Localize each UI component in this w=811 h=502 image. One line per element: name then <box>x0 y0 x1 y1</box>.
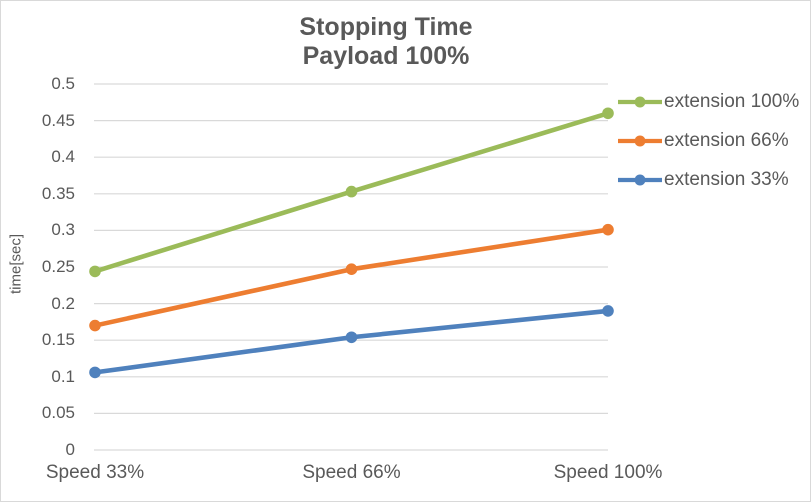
chart-title-line1: Stopping Time <box>299 13 473 41</box>
y-axis-tick-label: 0.3 <box>51 220 75 240</box>
x-axis-tick-label: Speed 66% <box>302 462 401 483</box>
y-axis-tick-label: 0.45 <box>41 110 75 130</box>
data-point-marker <box>602 305 614 317</box>
data-point-marker <box>345 331 358 344</box>
legend-entry: extension 100% <box>617 89 799 114</box>
data-point-marker <box>89 366 101 379</box>
series-line <box>92 227 611 328</box>
y-axis-tick-label: 0.15 <box>41 330 75 350</box>
chart-title-line2: Payload 100% <box>302 42 470 70</box>
data-point-marker <box>602 223 614 236</box>
y-axis-tick-label: 0.4 <box>51 147 75 167</box>
y-axis-tick-label: 0.25 <box>41 257 75 276</box>
chart-title: Stopping Time Payload 100% <box>56 13 716 71</box>
data-point-marker <box>345 185 358 198</box>
data-point-marker <box>89 265 101 278</box>
y-axis-tick-label: 0.5 <box>51 74 75 93</box>
y-axis-tick-label: 0.05 <box>41 403 75 423</box>
legend-line-marker-icon <box>618 96 662 107</box>
y-axis-tick-label: 0.2 <box>51 293 75 313</box>
legend-entry: extension 66% <box>617 128 799 153</box>
x-axis-tick-label: Speed 100% <box>553 462 663 483</box>
x-axis-tick-label: Speed 33% <box>45 462 145 483</box>
legend-label: extension 33% <box>664 168 789 190</box>
data-point-marker <box>345 263 358 275</box>
legend-label: extension 66% <box>664 129 789 151</box>
legend-line-marker-icon <box>618 174 662 185</box>
legend: extension 100% extension 66% extension 33% <box>617 89 799 206</box>
y-axis-tick-label: 0.1 <box>51 366 75 386</box>
legend-line-marker-icon <box>618 135 662 146</box>
data-point-marker <box>89 319 101 332</box>
data-point-marker <box>602 107 614 120</box>
legend-label: extension 100% <box>664 90 800 112</box>
legend-entry: extension 33% <box>617 167 799 192</box>
y-axis-tick-label: 0.35 <box>41 183 75 203</box>
y-axis-tick-label: 0 <box>65 440 75 459</box>
